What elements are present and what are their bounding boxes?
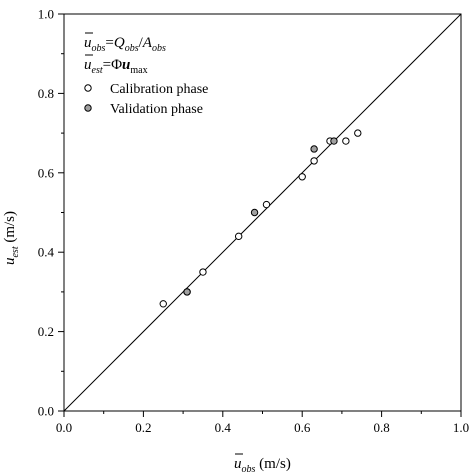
equation-est: uest=Φumax xyxy=(84,57,148,76)
x-axis-ticks: 0.0 0.2 0.4 0.6 0.8 1.0 xyxy=(56,411,469,435)
x-axis-title: uobs (m/s) xyxy=(234,456,291,473)
y-tick-label: 1.0 xyxy=(38,7,54,22)
calibration-point xyxy=(354,129,362,137)
calibration-point xyxy=(199,268,207,276)
x-tick-label: 0.4 xyxy=(215,420,232,435)
data-points xyxy=(159,129,362,308)
y-tick-label: 0.8 xyxy=(38,86,54,101)
validation-point xyxy=(250,208,259,217)
y-tick-label: 0.6 xyxy=(38,165,55,180)
calibration-point xyxy=(234,232,243,241)
validation-point xyxy=(183,288,191,296)
x-tick-label: 0.8 xyxy=(373,420,389,435)
x-tick-label: 1.0 xyxy=(453,420,469,435)
x-tick-label: 0.2 xyxy=(135,420,151,435)
legend-marker-validation xyxy=(84,104,92,112)
y-axis-title-group: uest (m/s) xyxy=(2,211,21,265)
y-axis-title: uest (m/s) xyxy=(2,211,21,265)
x-tick-label: 0.0 xyxy=(56,420,72,435)
legend-marker-calibration xyxy=(84,84,92,92)
calibration-point xyxy=(262,200,271,209)
x-tick-label: 0.6 xyxy=(294,420,311,435)
legend-label-calibration: Calibration phase xyxy=(110,82,208,97)
y-axis-ticks: 0.0 0.2 0.4 0.6 0.8 1.0 xyxy=(38,7,64,419)
validation-point xyxy=(330,137,338,145)
validation-point xyxy=(310,145,318,153)
legend: Calibration phase Validation phase xyxy=(84,82,208,117)
equation-obs: uobs=Qobs/Aobs xyxy=(84,35,166,54)
y-tick-label: 0.0 xyxy=(38,404,54,419)
calibration-point xyxy=(342,137,350,145)
legend-label-validation: Validation phase xyxy=(110,102,203,117)
calibration-point xyxy=(298,173,306,181)
calibration-point xyxy=(159,300,167,308)
y-tick-label: 0.2 xyxy=(38,324,54,339)
y-tick-label: 0.4 xyxy=(38,245,55,260)
calibration-point xyxy=(310,157,318,165)
one-to-one-line xyxy=(63,13,462,412)
